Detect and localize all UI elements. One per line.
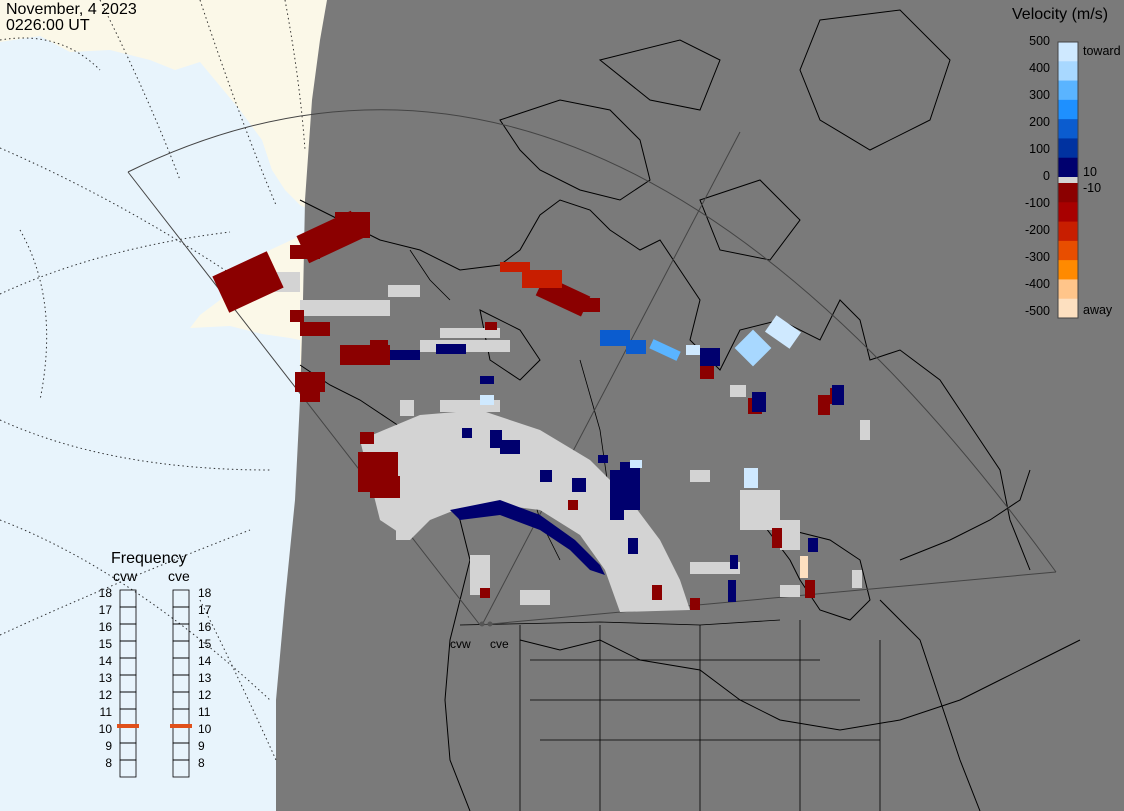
label-10: 10: [1083, 165, 1097, 179]
radar-label-cve: cve: [490, 637, 509, 651]
colorbar-segment: [1058, 279, 1078, 300]
velocity-away: [212, 210, 840, 610]
frequency-tick-right: 12: [198, 688, 212, 702]
frequency-tick-left: 16: [98, 620, 112, 634]
colorbar-segment: [1058, 42, 1078, 62]
colorbar-segment: [1058, 183, 1078, 203]
colorbar-zero-band: [1058, 177, 1078, 183]
night-region: [276, 0, 1124, 811]
colorbar-segment: [1058, 61, 1078, 82]
frequency-tick-left: 12: [98, 688, 112, 702]
velocity-tick-label: 400: [1029, 61, 1050, 75]
colorbar-segment: [1058, 138, 1078, 159]
frequency-tick-right: 11: [198, 705, 211, 719]
colorbar-segment: [1058, 119, 1078, 139]
velocity-tick-label: 500: [1029, 34, 1050, 48]
frequency-tick-left: 9: [105, 739, 112, 753]
frequency-title: Frequency: [111, 550, 187, 567]
colorbar-segment: [1058, 157, 1078, 178]
frequency-marker-cve: [170, 724, 192, 728]
radar-sites: cvw cve: [450, 621, 509, 651]
frequency-tick-left: 18: [98, 586, 112, 600]
frequency-tick-left: 8: [105, 756, 112, 770]
radar-site-cve: [487, 621, 493, 627]
colorbar-segment: [1058, 202, 1078, 223]
frequency-tick-left: 13: [98, 671, 112, 685]
coastlines: [299, 9, 1081, 811]
frequency-tick-right: 13: [198, 671, 212, 685]
colorbar-segment: [1058, 221, 1078, 242]
colorbar-segment: [1058, 298, 1078, 319]
velocity-tick-label: -300: [1024, 250, 1050, 264]
radar-site-cvw: [479, 621, 485, 627]
date-label: November, 4 2023: [6, 1, 137, 18]
velocity-colorbar: [1057, 41, 1079, 319]
frequency-tick-right: 18: [198, 586, 212, 600]
velocity-tick-label: -400: [1024, 277, 1050, 291]
time-label: 0226:00 UT: [6, 17, 90, 34]
colorbar-segment: [1058, 99, 1078, 120]
frequency-radar-label-cve: cve: [168, 568, 190, 584]
label-neg10: -10: [1083, 181, 1102, 195]
frequency-tick-left: 10: [98, 722, 112, 736]
frequency-tick-right: 8: [198, 756, 205, 770]
velocity-tick-label: -100: [1024, 196, 1050, 210]
velocity-tick-label: -500: [1024, 304, 1050, 318]
velocity-tick-label: 0: [1043, 169, 1050, 183]
colorbar-segment: [1058, 240, 1078, 261]
velocity-toward-fast: [480, 315, 808, 578]
colorbar-segment: [1058, 80, 1078, 101]
frequency-tick-left: 17: [98, 603, 112, 617]
land-day: [0, 0, 330, 811]
frequency-cell: [119, 759, 137, 778]
frequency-tick-left: 11: [99, 705, 112, 719]
frequency-scales: [117, 589, 192, 778]
fov-outline: [127, 109, 1057, 626]
velocity-toward: [390, 330, 844, 602]
velocity-tick-label: 200: [1029, 115, 1050, 129]
frequency-tick-right: 16: [198, 620, 212, 634]
frequency-tick-right: 14: [198, 654, 212, 668]
frequency-cell: [172, 759, 190, 778]
velocity-tick-label: 100: [1029, 142, 1050, 156]
velocity-tick-label: 300: [1029, 88, 1050, 102]
away-label: away: [1083, 303, 1113, 317]
radar-label-cvw: cvw: [450, 637, 471, 651]
frequency-tick-right: 10: [198, 722, 212, 736]
frequency-radar-label-cvw: cvw: [113, 568, 138, 584]
frequency-tick-right: 17: [198, 603, 212, 617]
frequency-marker-cvw: [117, 724, 139, 728]
velocity-tick-label: -200: [1024, 223, 1050, 237]
frequency-tick-right: 15: [198, 637, 212, 651]
colorbar-border: [1057, 41, 1079, 319]
grid-lines: [0, 0, 306, 761]
toward-label: toward: [1083, 44, 1121, 58]
colorbar-segment: [1058, 260, 1078, 280]
velocity-legend-title: Velocity (m/s): [1012, 6, 1109, 23]
frequency-tick-left: 14: [98, 654, 112, 668]
frequency-tick-left: 15: [98, 637, 112, 651]
frequency-tick-right: 9: [198, 739, 205, 753]
